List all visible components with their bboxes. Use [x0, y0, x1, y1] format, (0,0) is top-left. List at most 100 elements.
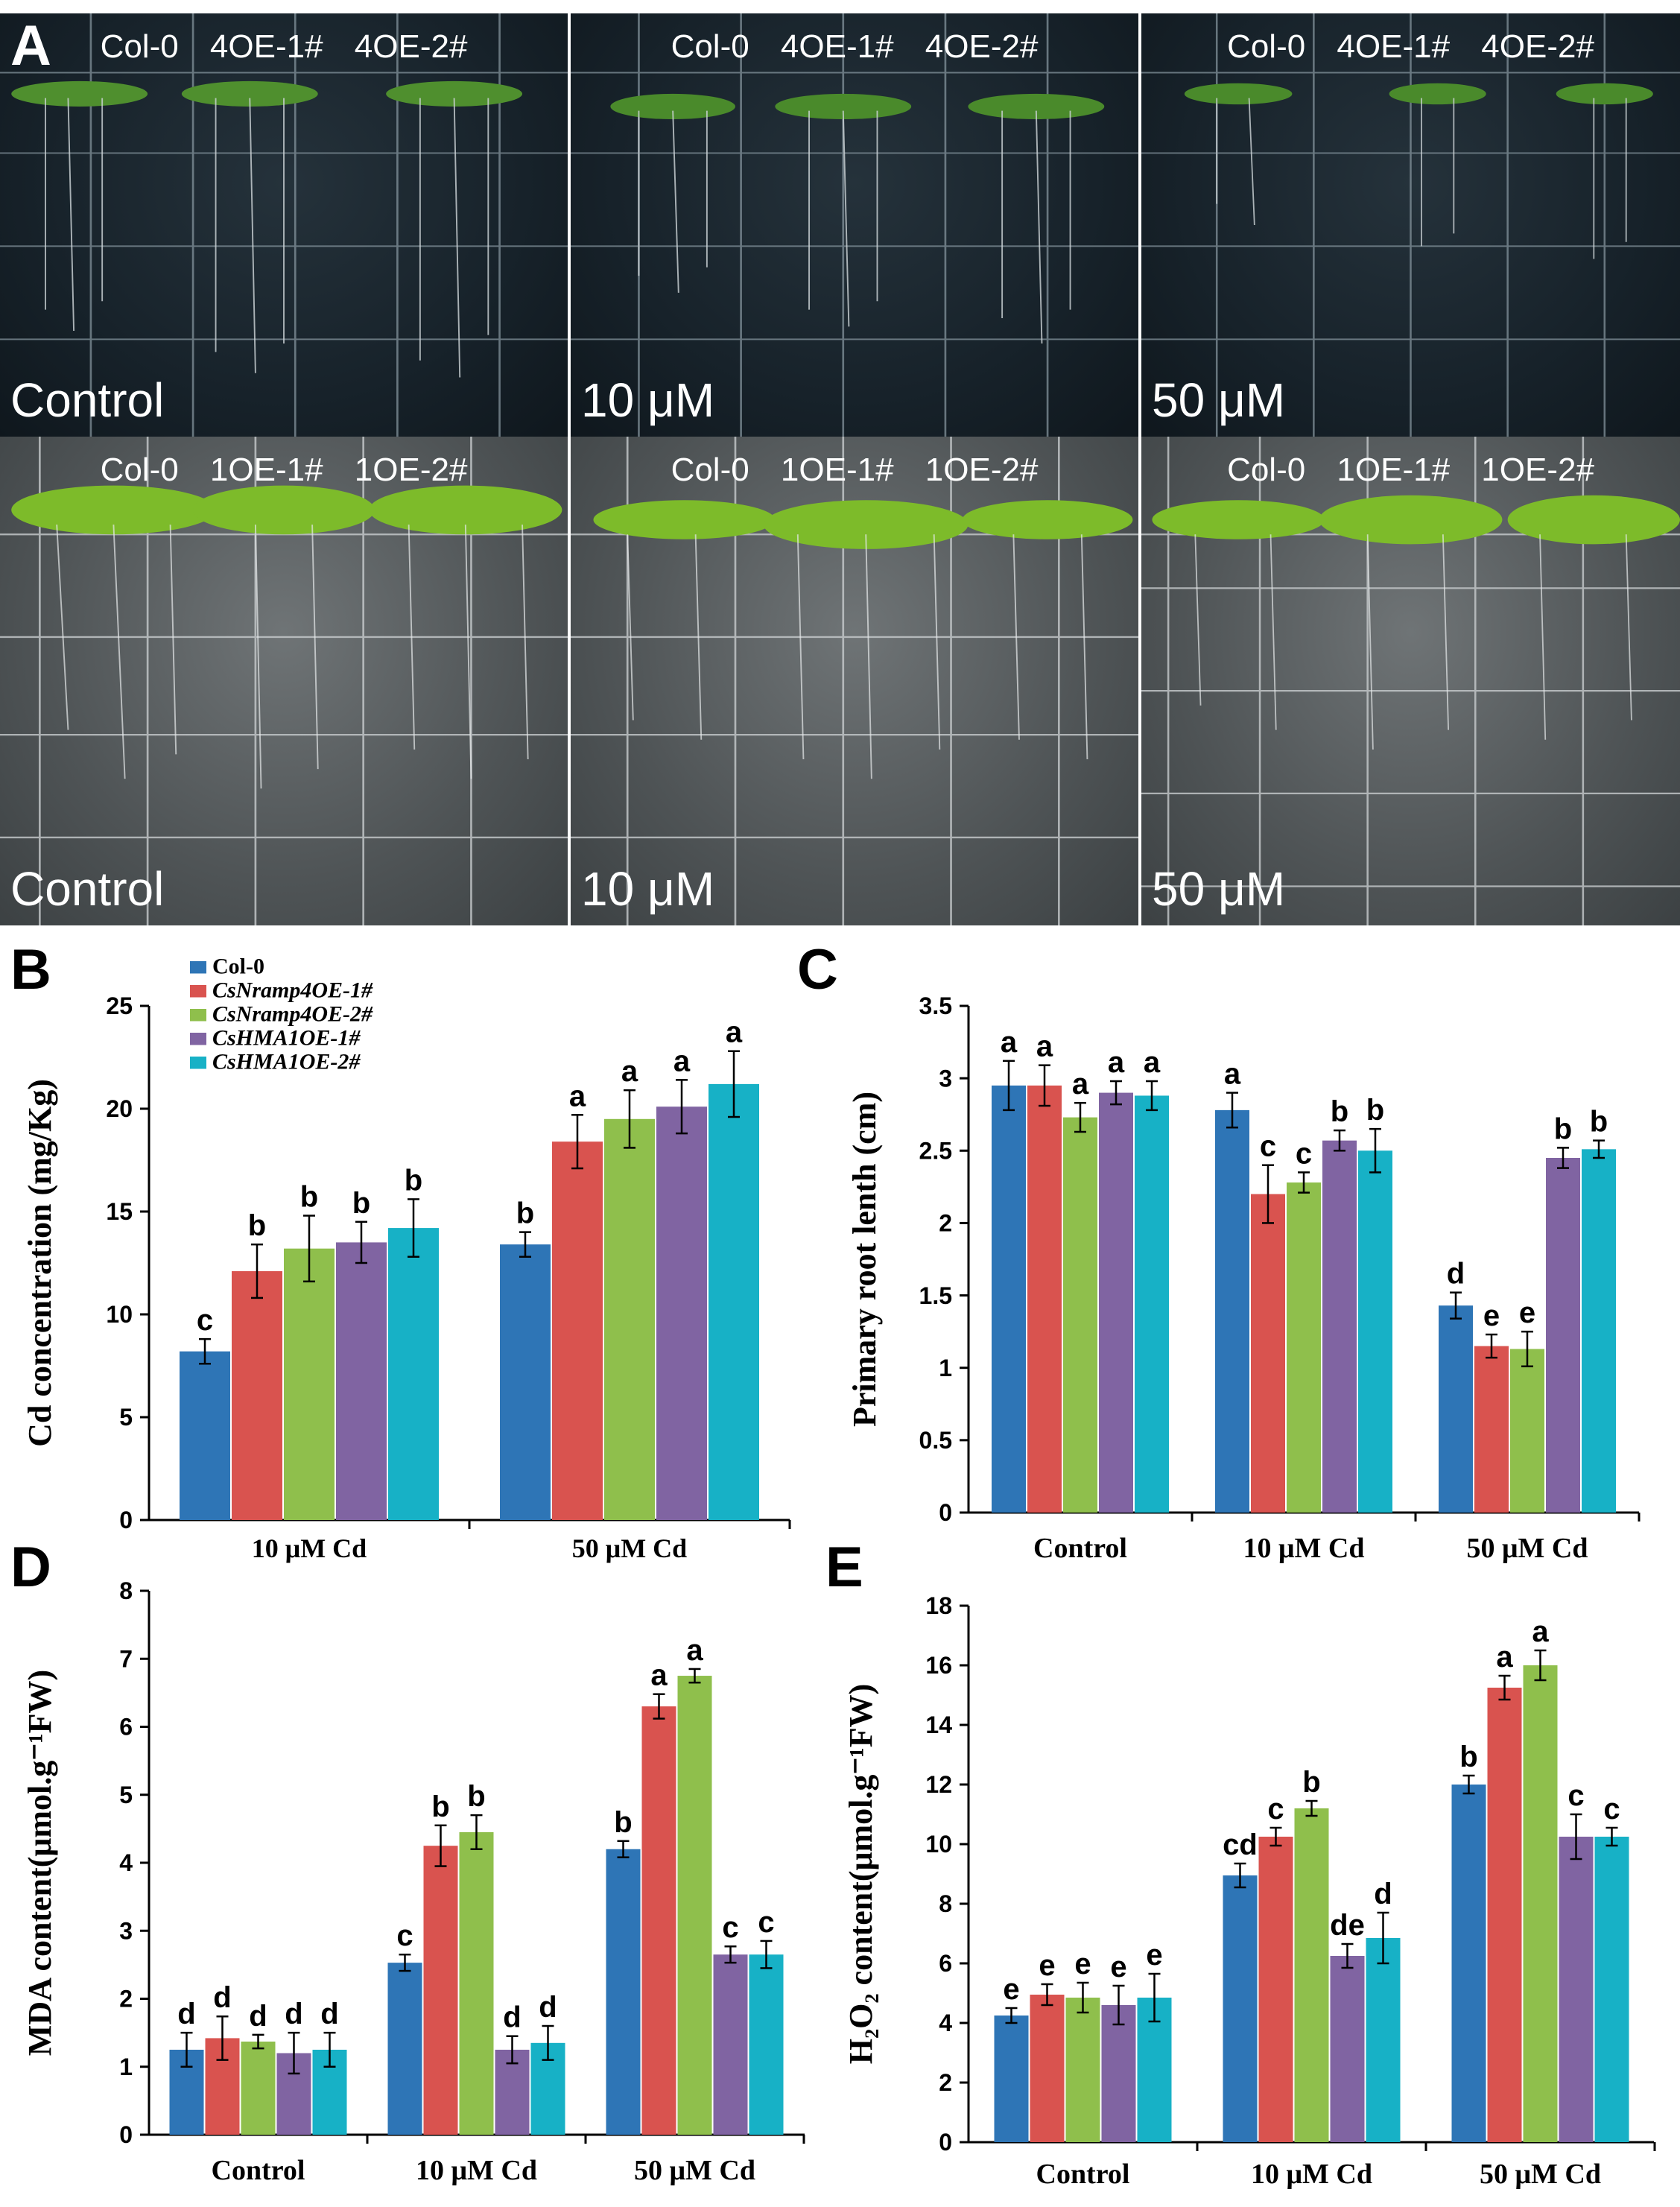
significance-letter: d [503, 2001, 521, 2034]
plate-genotype-labels: Col-0 4OE-1# 4OE-2# [1227, 28, 1594, 65]
significance-letter: cd [1223, 1828, 1258, 1861]
significance-letter: b [405, 1164, 422, 1197]
y-tick-label: 10 [106, 1301, 133, 1328]
plate-treatment-label: 50 μM [1152, 373, 1286, 427]
bar [677, 1676, 712, 2135]
x-category-label: 50 μM Cd [1480, 2159, 1601, 2190]
significance-letter: d [285, 1998, 302, 2030]
y-tick-label: 12 [925, 1771, 952, 1798]
significance-letter: d [213, 1981, 231, 2014]
plate-treatment-label: Control [10, 862, 165, 916]
bar [992, 1085, 1026, 1513]
significance-letter: b [431, 1790, 449, 1823]
x-category-label: 50 μM Cd [572, 1533, 687, 1563]
x-category-label: Control [1036, 2159, 1130, 2190]
bar [1135, 1095, 1169, 1513]
bar [1065, 1998, 1100, 2142]
plate-grid [571, 13, 1138, 437]
y-tick-label: 5 [119, 1404, 133, 1431]
plate-genotype-labels: Col-0 4OE-1# 4OE-2# [100, 28, 468, 65]
panel-label-a: A [10, 14, 51, 77]
bar [1099, 1092, 1133, 1513]
y-tick-label: 5 [119, 1782, 133, 1808]
y-tick-label: 2 [119, 1986, 133, 2013]
y-tick-label: 20 [106, 1095, 133, 1122]
significance-letter: b [516, 1197, 534, 1230]
plate-grid [571, 437, 1138, 925]
y-tick-label: 14 [925, 1712, 952, 1738]
plate-grid [1141, 13, 1680, 437]
significance-letter: e [1003, 1973, 1019, 2006]
significance-letter: b [352, 1187, 370, 1220]
significance-letter: e [1519, 1296, 1535, 1329]
plate-photo: Col-0 4OE-1# 4OE-2# 10 μM [571, 13, 1141, 437]
chart-d-svg: 0 1 2 3 4 5 6 7 8 MDA content(μmol.g⁻¹FW) Control d… [22, 1577, 805, 2186]
y-tick-label: 6 [939, 1950, 952, 1977]
y-tick-label: 7 [119, 1645, 133, 1672]
bar [387, 1963, 422, 2135]
bar [713, 1954, 748, 2135]
plate-photo: Col-0 1OE-1# 1OE-2# 10 μM [571, 437, 1141, 925]
y-tick-label: 2 [939, 2069, 952, 2096]
photo-row-2: Col-0 1OE-1# 1OE-2# Control Col-0 1OE-1#… [0, 437, 1680, 925]
legend-label: CsHMA1OE-2# [212, 1050, 361, 1074]
y-tick-label: 0.5 [919, 1427, 952, 1454]
significance-letter: e [1110, 1951, 1126, 1983]
x-category-label: 10 μM Cd [1251, 2159, 1372, 2190]
significance-letter: a [569, 1080, 586, 1112]
y-tick-label: 8 [939, 1890, 952, 1917]
y-tick-label: 25 [106, 992, 133, 1019]
bar [1523, 1665, 1558, 2142]
y-axis-title: Primary root lenth (cm) [846, 1092, 883, 1427]
chart-b-svg: 0 5 10 15 20 25 Cd concentration (mg/Kg) 10 μM … [22, 954, 791, 1563]
y-axis-title: Cd concentration (mg/Kg) [22, 1079, 58, 1447]
plate-photo: Col-0 1OE-1# 1OE-2# 50 μM [1141, 437, 1680, 925]
significance-letter: b [467, 1780, 485, 1813]
bar [459, 1831, 494, 2135]
y-tick-label: 1 [939, 1355, 952, 1381]
plate-grid [0, 437, 568, 925]
significance-letter: c [722, 1911, 738, 1944]
significance-letter: c [396, 1919, 413, 1952]
x-category-label: 10 μM Cd [1243, 1533, 1365, 1564]
legend-label: CsNramp4OE-1# [212, 978, 373, 1003]
legend-swatch [190, 1009, 206, 1022]
legend-swatch [190, 1033, 206, 1045]
bar [1063, 1117, 1097, 1513]
bar [552, 1142, 603, 1520]
significance-letter: b [1331, 1095, 1348, 1128]
bar [1439, 1305, 1473, 1513]
bar [656, 1106, 707, 1520]
x-category-label: 50 μM Cd [1467, 1533, 1588, 1564]
bar [241, 2041, 276, 2135]
significance-letter: b [1590, 1106, 1608, 1139]
bar [994, 2016, 1029, 2142]
y-tick-label: 18 [925, 1592, 952, 1619]
significance-letter: b [1302, 1766, 1320, 1799]
y-tick-label: 2 [939, 1210, 952, 1237]
y-tick-label: 1.5 [919, 1282, 952, 1309]
plate-genotype-labels: Col-0 1OE-1# 1OE-2# [1227, 452, 1594, 488]
bar [180, 1351, 230, 1520]
legend-swatch [190, 1057, 206, 1069]
bar [1030, 1995, 1065, 2142]
x-category-label: Control [1033, 1533, 1127, 1564]
significance-letter: c [197, 1304, 213, 1337]
panel-label-b: B [10, 938, 51, 1001]
bar [1223, 1875, 1258, 2142]
bar [606, 1849, 641, 2135]
plate-grid [1141, 437, 1680, 925]
bar [1027, 1085, 1062, 1513]
chart-e: 0 2 4 6 8 10 12 14 16 18 H₂O₂ content(μmol.g⁻¹FW) C… [827, 1550, 1676, 2202]
y-tick-label: 4 [119, 1849, 133, 1876]
photo-row-1: Col-0 4OE-1# 4OE-2# Control Col-0 4OE-1#… [0, 13, 1680, 437]
plate-treatment-label: 10 μM [581, 373, 715, 427]
x-category-label: 50 μM Cd [634, 2155, 755, 2186]
plate-treatment-label: 10 μM [581, 862, 715, 916]
significance-letter: d [1374, 1878, 1392, 1910]
bar [1258, 1837, 1293, 2142]
significance-letter: a [1532, 1615, 1549, 1648]
bar [1366, 1938, 1401, 2142]
significance-letter: c [758, 1906, 774, 1939]
y-tick-label: 15 [106, 1198, 133, 1225]
